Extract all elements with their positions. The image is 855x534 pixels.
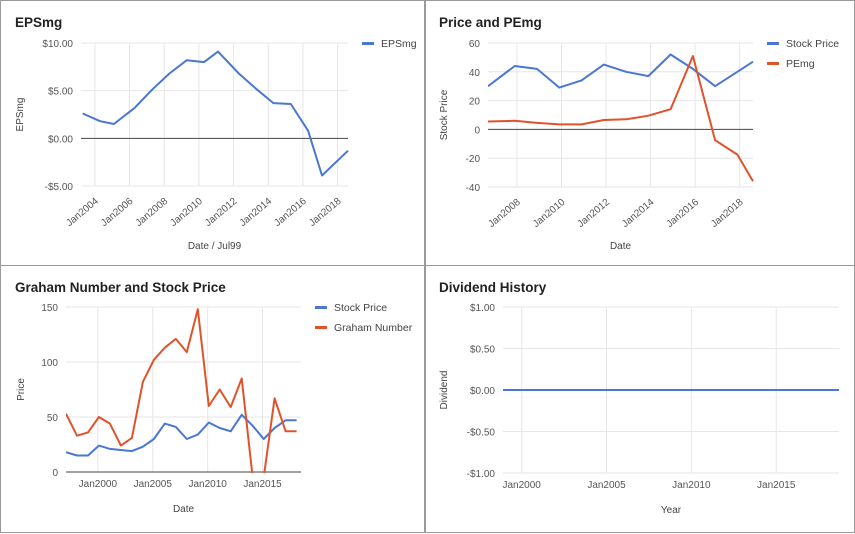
dividend-chart-panel: Dividend History $1.00 $0.50 $0.00 -$0.50 -$… <box>425 265 855 533</box>
legend-label: Stock Price <box>334 302 387 314</box>
series-line-pemg <box>488 55 754 182</box>
legend-swatch <box>315 306 327 309</box>
legend-label: Stock Price <box>786 38 839 50</box>
y-tick-label: $1.00 <box>470 303 495 314</box>
chart-title: Price and PEmg <box>439 15 542 30</box>
x-tick-label: Jan2016 <box>272 196 309 229</box>
y-tick-label: $0.00 <box>48 134 73 145</box>
y-tick-label: $5.00 <box>48 87 73 98</box>
x-tick-label: Jan2014 <box>238 196 275 229</box>
y-tick-label: -$0.50 <box>467 428 496 439</box>
x-tick-label: Jan2015 <box>757 480 796 491</box>
graham-chart: Graham Number and Stock Price 150 100 50 0 J… <box>15 280 413 515</box>
x-tick-label: Jan2014 <box>620 197 657 230</box>
y-tick-label: 60 <box>469 39 481 50</box>
series-line-stock-price <box>66 413 297 457</box>
y-axis-title: Dividend <box>439 371 450 410</box>
graham-chart-panel: Graham Number and Stock Price 150 100 50 0 J… <box>0 265 425 533</box>
chart-title: Graham Number and Stock Price <box>15 280 226 295</box>
y-tick-label: $0.50 <box>470 345 495 356</box>
y-tick-label: $0.00 <box>470 386 495 397</box>
x-axis-title: Date / Jul99 <box>188 241 242 252</box>
eps-chart-panel: EPSmg $10.00 $5.00 $0.00 -$5.00 Jan2004 Jan20… <box>0 0 425 266</box>
x-tick-label: Jan2018 <box>709 197 746 230</box>
y-tick-label: $10.00 <box>42 39 73 50</box>
x-tick-label: Jan2008 <box>486 197 523 230</box>
y-tick-label: 150 <box>41 303 58 314</box>
x-tick-label: Jan2012 <box>203 196 240 229</box>
y-tick-label: -$1.00 <box>467 469 496 480</box>
chart-title: EPSmg <box>15 15 62 30</box>
chart-title: Dividend History <box>439 280 547 295</box>
legend-label: EPSmg <box>381 38 417 50</box>
x-tick-label: Jan2004 <box>64 196 101 229</box>
legend-swatch <box>315 326 327 329</box>
x-tick-label: Jan2006 <box>99 196 136 229</box>
dividend-chart: Dividend History $1.00 $0.50 $0.00 -$0.50 -$… <box>439 280 839 516</box>
series-line-graham-number <box>66 308 297 473</box>
x-tick-label: Jan2015 <box>243 479 282 490</box>
y-tick-label: -$5.00 <box>45 182 74 193</box>
x-tick-label: Jan2000 <box>79 479 118 490</box>
y-axis-title: Price <box>16 378 27 401</box>
x-tick-label: Jan2008 <box>134 196 171 229</box>
x-tick-label: Jan2016 <box>665 197 702 230</box>
legend-label: Graham Number <box>334 322 413 334</box>
x-tick-label: Jan2010 <box>188 479 227 490</box>
x-tick-label: Jan2000 <box>502 480 541 491</box>
x-tick-label: Jan2010 <box>168 196 205 229</box>
y-axis-title: EPSmg <box>15 98 26 132</box>
y-tick-label: -20 <box>466 154 481 165</box>
y-tick-label: 0 <box>474 125 480 136</box>
x-axis-title: Date <box>173 504 195 515</box>
x-tick-label: Jan2018 <box>307 196 344 229</box>
y-tick-label: 0 <box>52 468 58 479</box>
eps-chart: EPSmg $10.00$5.00$0.00-$5.00Jan2004Jan20… <box>15 15 417 252</box>
x-tick-label: Jan2005 <box>134 479 173 490</box>
y-tick-label: 40 <box>469 68 481 79</box>
legend-swatch <box>767 42 779 45</box>
y-tick-label: 100 <box>41 358 58 369</box>
series-line-epsmg <box>82 50 349 177</box>
x-tick-label: Jan2010 <box>531 197 568 230</box>
x-tick-label: Jan2005 <box>587 480 626 491</box>
series-line-stock-price <box>488 53 754 89</box>
x-axis-title: Year <box>661 505 682 516</box>
legend-label: PEmg <box>786 58 815 70</box>
x-axis-title: Date <box>610 241 632 252</box>
legend-swatch <box>362 42 374 45</box>
x-tick-label: Jan2010 <box>672 480 711 491</box>
y-tick-label: 20 <box>469 97 481 108</box>
x-tick-label: Jan2012 <box>575 197 612 230</box>
y-tick-label: -40 <box>466 183 481 194</box>
y-axis-title: Stock Price <box>439 89 450 140</box>
legend-swatch <box>767 62 779 65</box>
price-pe-chart-panel: Price and PEmg 60 40 20 0 -20 -40 Jan2008 Jan20… <box>425 0 855 266</box>
y-tick-label: 50 <box>47 413 59 424</box>
